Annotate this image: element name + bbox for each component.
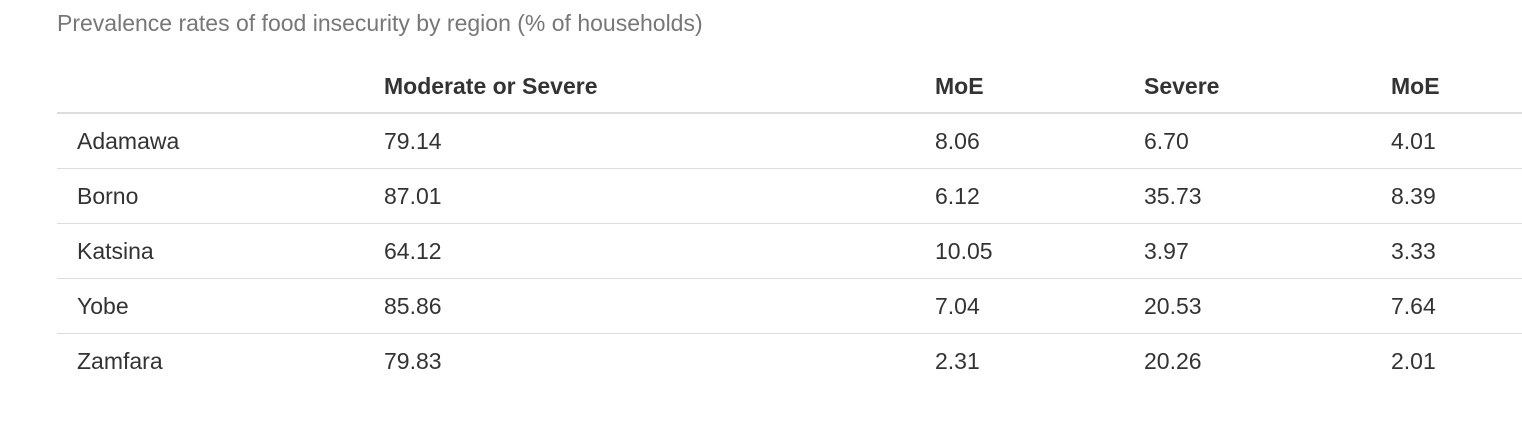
table-row: Borno 87.01 6.12 35.73 8.39	[57, 168, 1522, 224]
cell-moe-moderate: 2.31	[935, 347, 980, 374]
cell-severe: 20.53	[1124, 278, 1371, 334]
table-row: Zamfara 79.83 2.31 20.26 2.01	[57, 334, 1522, 389]
cell-moe-severe: 8.39	[1371, 168, 1522, 224]
header-moderate-or-severe: Moderate or Severe	[364, 60, 915, 114]
cell-moderate-or-severe: 87.01	[364, 168, 915, 224]
table-row: Katsina 64.12 10.05 3.97 3.33	[57, 223, 1522, 279]
table-row: Adamawa 79.14 8.06 6.70 4.01	[57, 113, 1522, 169]
header-moe-severe: MoE	[1371, 60, 1522, 114]
cell-moe-moderate: 8.06	[915, 113, 1124, 169]
cell-moderate-or-severe: 79.14	[364, 113, 915, 169]
cell-moderate-or-severe: 79.83	[384, 347, 442, 374]
header-severe: Severe	[1124, 60, 1371, 114]
cell-region: Adamawa	[57, 113, 364, 169]
table-row: Yobe 85.86 7.04 20.53 7.64	[57, 278, 1522, 334]
table-caption: Prevalence rates of food insecurity by r…	[57, 10, 703, 36]
cell-severe: 3.97	[1124, 223, 1371, 279]
cell-moe-moderate: 10.05	[915, 223, 1124, 279]
cell-moe-moderate: 7.04	[915, 278, 1124, 334]
header-moe-moderate: MoE	[915, 60, 1124, 114]
cell-moe-moderate: 6.12	[915, 168, 1124, 224]
cell-region: Borno	[57, 168, 364, 224]
cell-region: Zamfara	[77, 347, 163, 374]
cell-region: Yobe	[57, 278, 364, 334]
cell-severe: 6.70	[1124, 113, 1371, 169]
cell-moe-severe: 4.01	[1371, 113, 1522, 169]
cell-moderate-or-severe: 64.12	[364, 223, 915, 279]
cell-severe: 35.73	[1124, 168, 1371, 224]
cell-region: Katsina	[57, 223, 364, 279]
cell-moe-severe: 7.64	[1371, 278, 1522, 334]
cell-severe: 20.26	[1144, 347, 1202, 374]
cell-moe-severe: 2.01	[1391, 347, 1436, 374]
header-row: Moderate or Severe MoE Severe MoE	[57, 60, 1522, 114]
cell-moe-severe: 3.33	[1371, 223, 1522, 279]
cell-moderate-or-severe: 85.86	[364, 278, 915, 334]
food-insecurity-table: Moderate or Severe MoE Severe MoE Adamaw…	[57, 60, 1522, 388]
header-region	[57, 60, 364, 114]
